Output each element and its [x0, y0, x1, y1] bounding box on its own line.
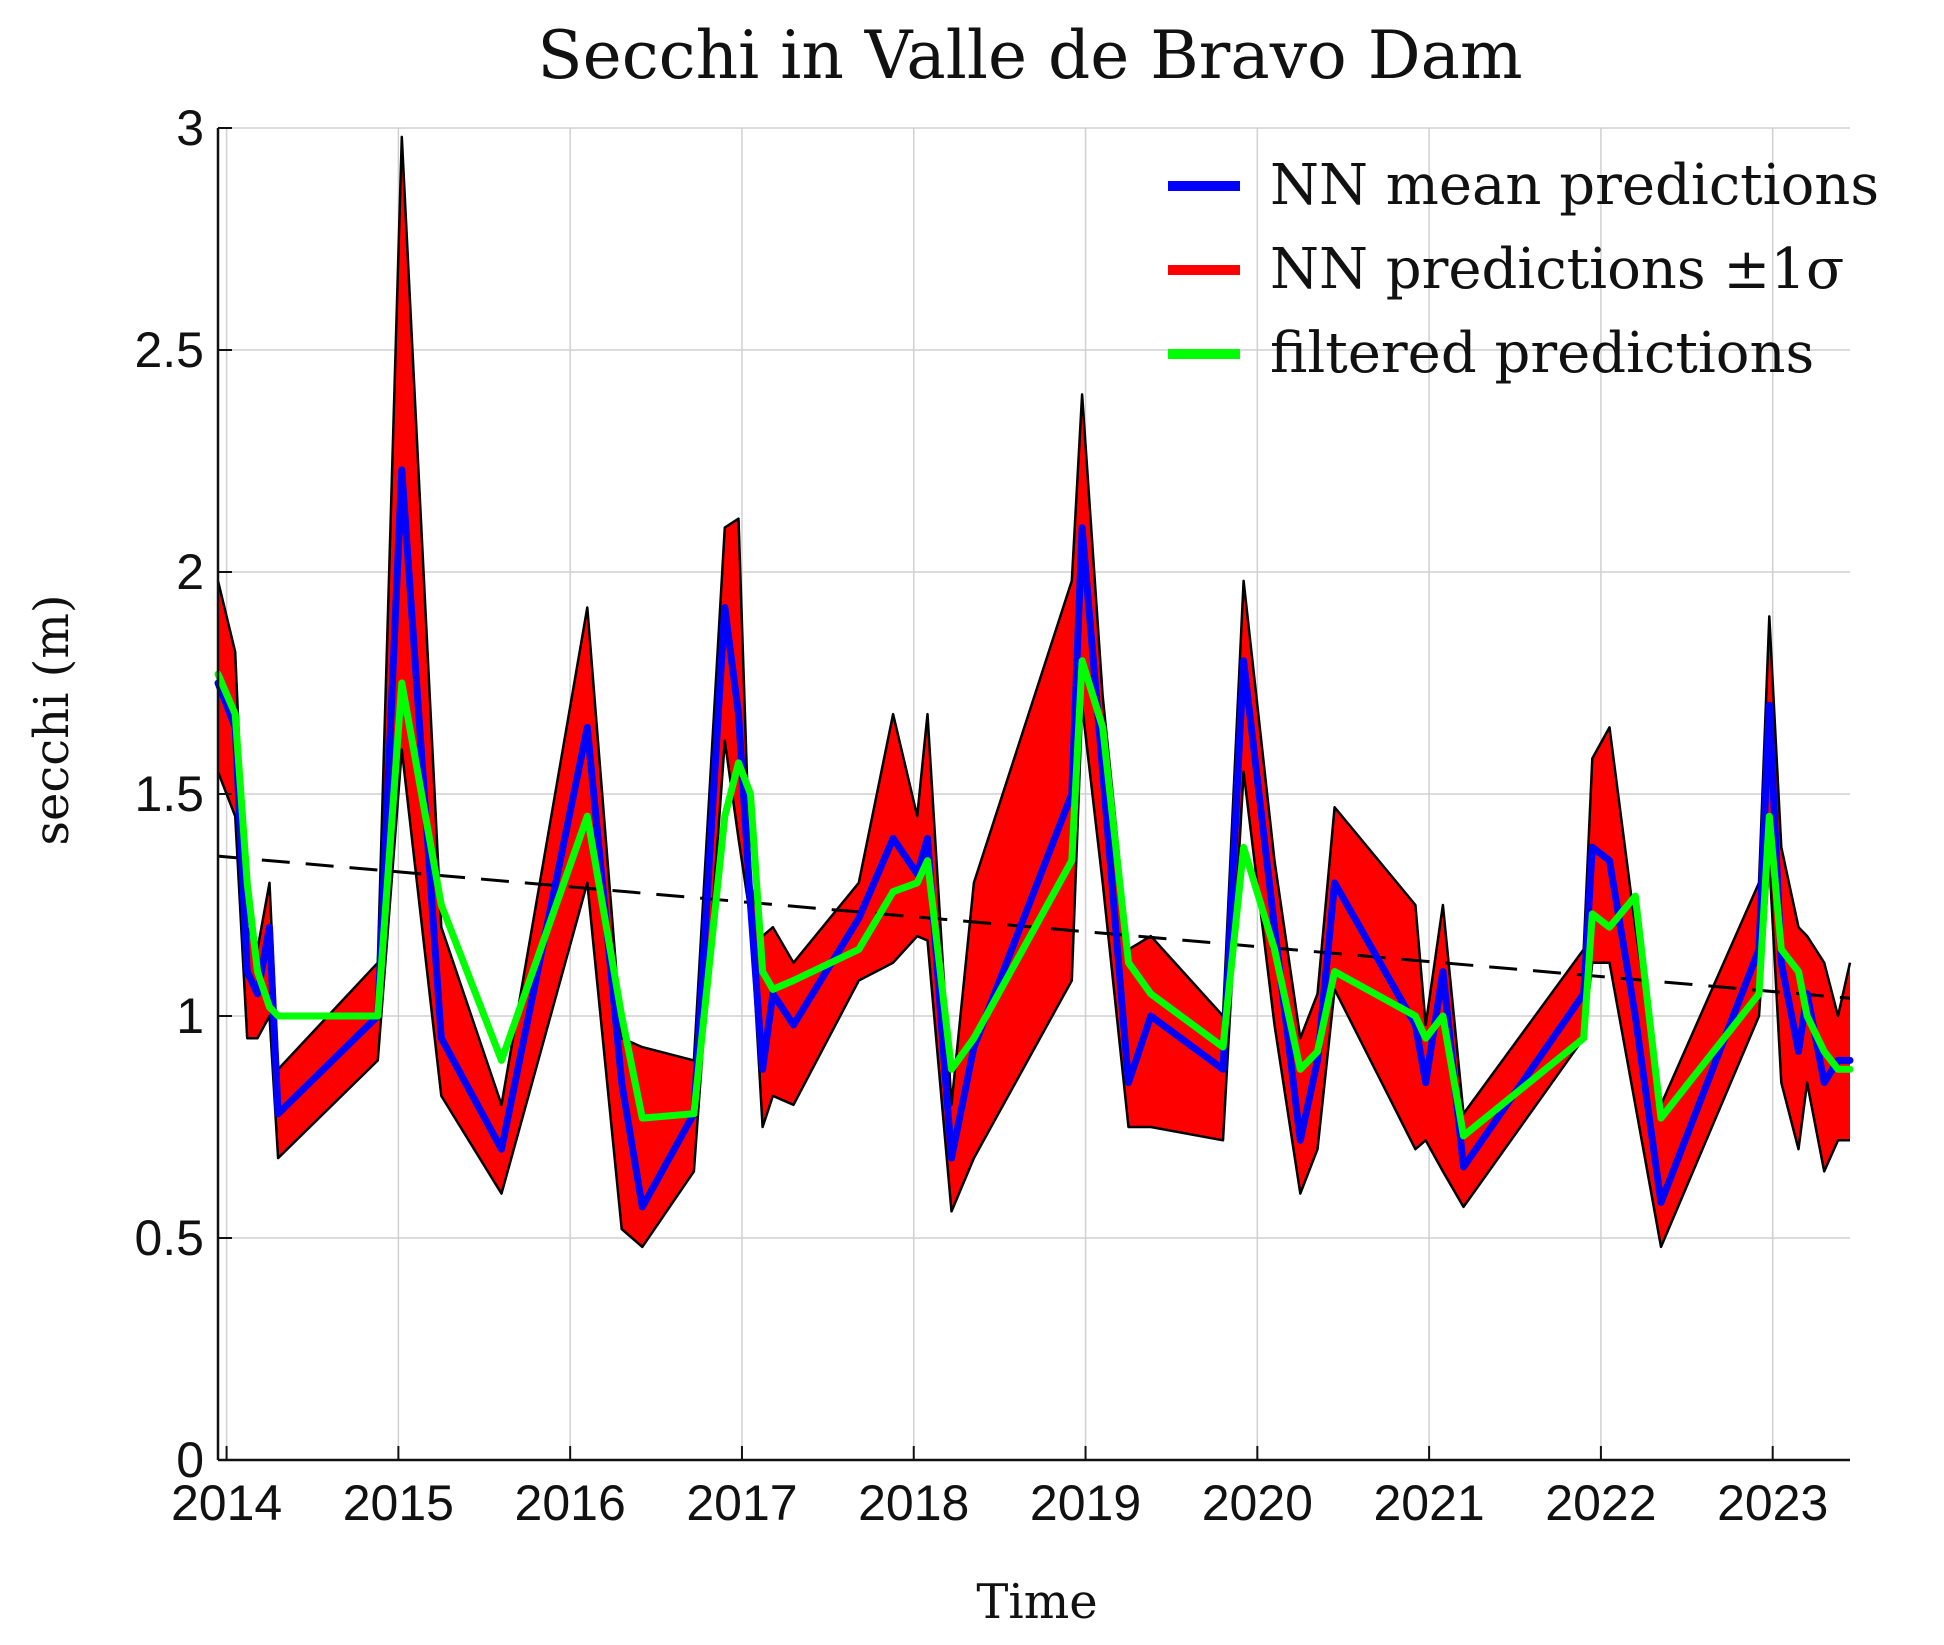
- y-axis-ticks: 0 0.5 1 1.5 2 2.5 3: [134, 100, 232, 1488]
- y-tick-label-6: 3: [176, 100, 204, 156]
- sigma-band-lower-edge: [216, 703, 1850, 1249]
- x-tick-label-3: 2017: [686, 1475, 797, 1531]
- legend: NN mean predictions NN predictions ±1σ f…: [1168, 153, 1879, 386]
- x-tick-label-7: 2021: [1373, 1475, 1484, 1531]
- y-tick-label-4: 2: [176, 544, 204, 600]
- legend-label-filtered: filtered predictions: [1270, 321, 1814, 386]
- chart-title: Secchi in Valle de Bravo Dam: [537, 17, 1522, 94]
- y-tick-label-1: 0.5: [134, 1210, 204, 1266]
- x-tick-label-4: 2018: [858, 1475, 969, 1531]
- x-axis-label: Time: [976, 1574, 1097, 1630]
- mean-predictions-line: [214, 466, 1854, 1211]
- legend-label-mean: NN mean predictions: [1270, 153, 1879, 218]
- x-tick-label-9: 2023: [1717, 1475, 1828, 1531]
- x-tick-label-2: 2016: [515, 1475, 626, 1531]
- x-tick-label-6: 2020: [1202, 1475, 1313, 1531]
- x-tick-label-8: 2022: [1545, 1475, 1656, 1531]
- x-tick-label-0: 2014: [171, 1475, 282, 1531]
- filtered-predictions-line: [214, 657, 1854, 1140]
- y-tick-label-2: 1: [176, 988, 204, 1044]
- mean-series-layer: [214, 466, 1854, 1211]
- x-tick-label-1: 2015: [343, 1475, 454, 1531]
- y-tick-label-5: 2.5: [134, 322, 204, 378]
- filtered-series-layer: [214, 657, 1854, 1140]
- y-tick-label-3: 1.5: [134, 766, 204, 822]
- x-axis-ticks: 2014 2015 2016 2017 2018 2019 2020 2021 2022 2023: [171, 1446, 1828, 1531]
- x-tick-label-5: 2019: [1030, 1475, 1141, 1531]
- y-axis-label: secchi (m): [24, 594, 80, 845]
- y-tick-label-0: 0: [176, 1432, 204, 1488]
- legend-label-band: NN predictions ±1σ: [1270, 237, 1844, 302]
